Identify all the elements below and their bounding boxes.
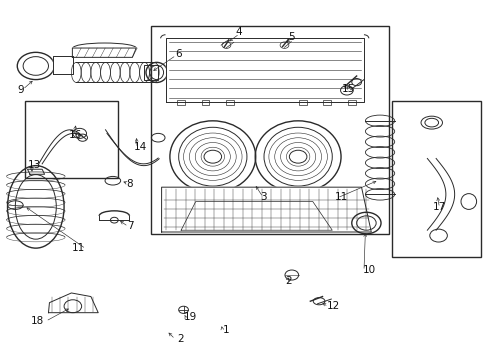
Bar	[25, 101, 118, 178]
Bar	[323, 100, 330, 105]
Polygon shape	[48, 293, 98, 313]
Text: 19: 19	[183, 312, 197, 322]
Text: 15: 15	[341, 84, 355, 94]
Text: 16: 16	[69, 130, 82, 140]
Polygon shape	[165, 39, 363, 102]
Text: 2: 2	[285, 276, 291, 286]
Text: 13: 13	[27, 160, 41, 170]
Text: 1: 1	[222, 325, 229, 335]
Text: 11: 11	[71, 243, 84, 253]
Text: 5: 5	[287, 32, 294, 41]
Bar	[143, 65, 158, 80]
Text: 17: 17	[432, 202, 445, 212]
Text: 11: 11	[334, 192, 348, 202]
Text: 2: 2	[177, 333, 183, 343]
Bar	[347, 100, 355, 105]
Polygon shape	[53, 56, 73, 74]
Bar	[299, 100, 306, 105]
Text: 7: 7	[127, 221, 134, 231]
Bar	[151, 26, 388, 234]
Text: 9: 9	[18, 85, 24, 95]
Text: 6: 6	[175, 49, 182, 59]
Bar	[391, 101, 480, 257]
Bar	[177, 100, 184, 105]
Text: 12: 12	[326, 301, 339, 311]
Polygon shape	[161, 187, 370, 232]
Text: 18: 18	[30, 316, 43, 325]
Bar	[201, 100, 209, 105]
Text: 14: 14	[134, 142, 147, 152]
Text: 3: 3	[260, 192, 266, 202]
Polygon shape	[72, 48, 136, 57]
Text: 8: 8	[126, 179, 132, 189]
Text: 10: 10	[362, 265, 375, 275]
Bar	[225, 100, 233, 105]
Text: 4: 4	[235, 27, 242, 37]
